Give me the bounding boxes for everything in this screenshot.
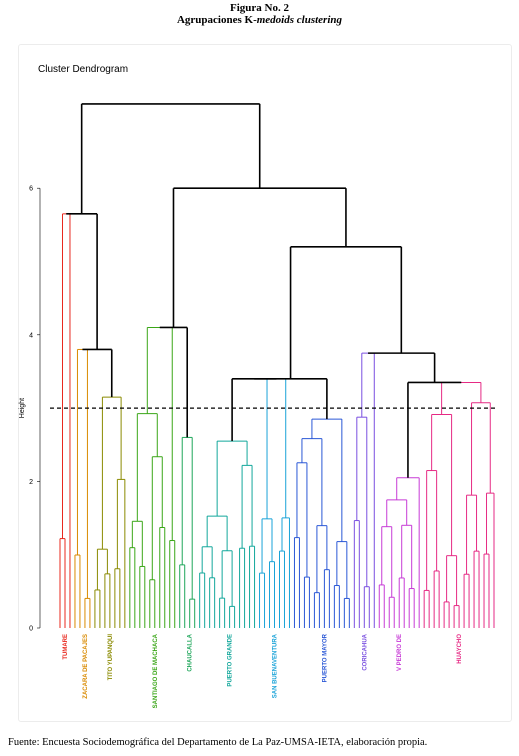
leaf-label: CORICAHUA	[362, 633, 368, 670]
chart-title: Cluster Dendrogram	[38, 64, 128, 75]
figure-subtitle-italic: medoids clustering	[256, 14, 342, 26]
leaf-label: PUERTO MAYOR	[322, 633, 328, 682]
y-axis-title: Height	[19, 398, 26, 418]
leaf-label: SAN BUENAVENTURA	[273, 633, 279, 698]
y-tick-label: 4	[29, 332, 33, 339]
leaf-label: V PEDRO DE	[397, 634, 403, 671]
figure-subtitle-prefix: Agrupaciones K-	[176, 14, 257, 26]
dendrogram-branches	[59, 103, 495, 628]
leaf-label: CHAUCALLA	[188, 633, 194, 671]
leaf-labels: TUMARE ZACARA DE PACAJES TITO YUPANQUI SANT…	[63, 633, 463, 708]
leaf-label: SANTIAGO DE MACHACA	[153, 633, 159, 708]
leaf-label: TITO YUPANQUI	[108, 634, 114, 681]
leaf-label: HUAYCHO	[457, 634, 463, 664]
y-tick-label: 0	[29, 626, 33, 633]
dendrogram-chart: Cluster Dendrogram 0 2 4 6 Height TUMARE ZACA…	[19, 64, 498, 708]
leaf-label: ZACARA DE PACAJES	[83, 634, 89, 699]
figure-number: Figura No. 2	[230, 2, 289, 14]
figure-subtitle: Agrupaciones K-medoids clustering	[0, 14, 519, 27]
leaf-label: PUERTO GRANDE	[228, 634, 234, 687]
leaf-label: TUMARE	[63, 634, 69, 660]
y-tick-label: 6	[29, 186, 33, 193]
figure-source: Fuente: Encuesta Sociodemográfica del De…	[8, 737, 428, 748]
y-axis: 0 2 4 6 Height	[19, 186, 41, 633]
y-tick-label: 2	[29, 479, 33, 486]
